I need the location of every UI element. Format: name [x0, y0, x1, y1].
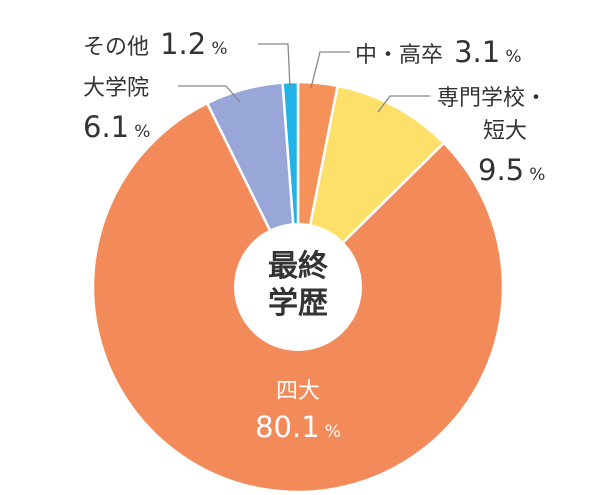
slice-value-yondai: 80.1 %	[255, 410, 341, 444]
center-label-line1: 最終	[268, 249, 328, 284]
slice-label-chukosotsu: 中・高卒 3.1 %	[355, 35, 521, 69]
leader-line-chukosotsu	[310, 51, 350, 89]
center-label-line2: 学歴	[268, 286, 328, 321]
slice-value-daigakuin: 6.1 %	[83, 110, 150, 144]
slice-label-senmon-line2: 短大	[483, 119, 527, 144]
slice-label-yondai: 四大	[276, 379, 320, 404]
slice-label-senmon-line1: 専門学校・	[437, 86, 547, 111]
donut-hole	[234, 223, 362, 351]
leader-lines	[178, 43, 430, 113]
slice-value-senmon: 9.5 %	[478, 153, 545, 187]
leader-line-senmon	[377, 95, 430, 113]
slice-label-daigakuin: 大学院	[83, 76, 149, 101]
leader-line-sonota	[258, 43, 291, 89]
leader-line-daigakuin	[178, 85, 241, 103]
slice-label-sonota: その他 1.2 %	[83, 27, 227, 61]
